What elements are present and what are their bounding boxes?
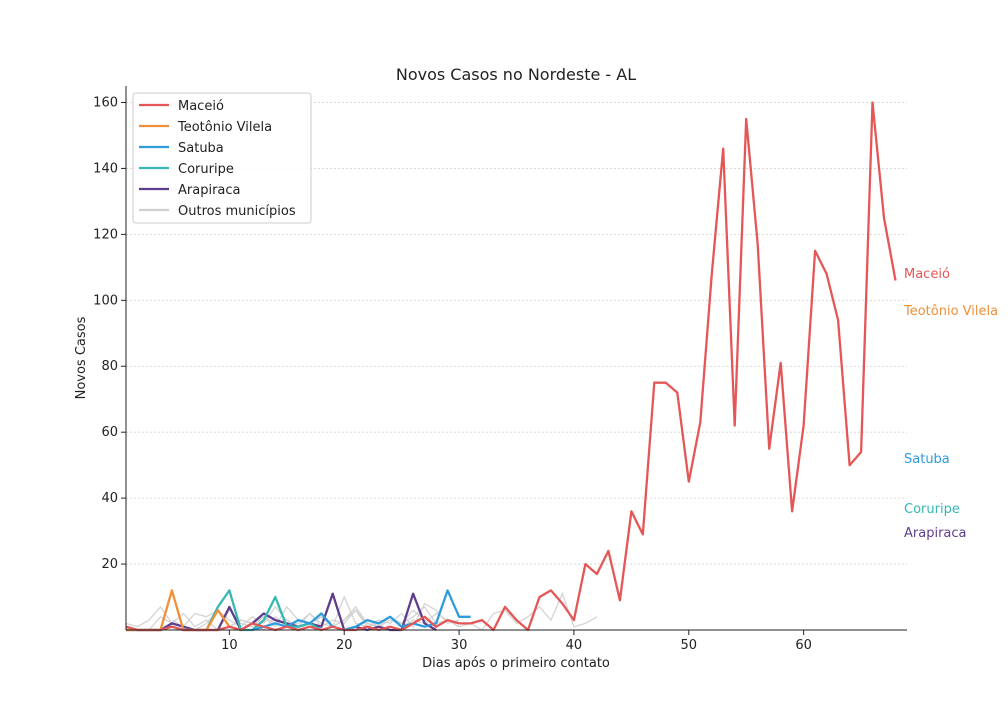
legend-label: Arapiraca	[178, 183, 241, 198]
chart-title: Novos Casos no Nordeste - AL	[396, 65, 636, 84]
y-axis-label: Novos Casos	[74, 316, 89, 399]
legend-label: Maceió	[178, 99, 224, 114]
x-tick-label: 50	[681, 638, 698, 653]
legend-label: Outros municípios	[178, 204, 296, 219]
y-tick-label: 120	[93, 227, 118, 242]
legend-label: Coruripe	[178, 162, 234, 177]
x-tick-label: 30	[451, 638, 468, 653]
legend-box	[132, 92, 312, 224]
series-end-labels: Maceió Teotônio Vilela Satuba Coruripe Arapi…	[903, 267, 998, 541]
legend-label: Satuba	[178, 141, 224, 156]
x-tick-label: 20	[336, 638, 353, 653]
x-tick-label: 10	[221, 638, 238, 653]
y-tick-label: 80	[101, 359, 118, 374]
end-label: Teotônio Vilela	[903, 304, 998, 319]
legend: Maceió Teotônio Vilela Satuba Coruripe Arapi…	[132, 92, 312, 224]
y-tick-label: 140	[93, 161, 118, 176]
x-ticks: 10 20 30 40 50 60	[221, 630, 812, 653]
y-tick-label: 20	[101, 557, 118, 572]
series-line-maceio	[125, 101, 897, 632]
y-tick-label: 40	[101, 491, 118, 506]
end-label: Arapiraca	[904, 526, 967, 541]
x-tick-label: 40	[566, 638, 583, 653]
end-label: Coruripe	[904, 502, 960, 517]
x-axis-label: Dias após o primeiro contato	[422, 656, 610, 671]
y-tick-label: 60	[101, 425, 118, 440]
axes	[125, 86, 907, 631]
x-tick-label: 60	[795, 638, 812, 653]
y-ticks: 20 40 60 80 100 120 140 160	[93, 95, 126, 572]
y-tick-label: 160	[93, 95, 118, 110]
end-label: Maceió	[904, 267, 950, 282]
end-label: Satuba	[904, 452, 950, 467]
legend-label: Teotônio Vilela	[177, 120, 272, 135]
y-tick-label: 100	[93, 293, 118, 308]
